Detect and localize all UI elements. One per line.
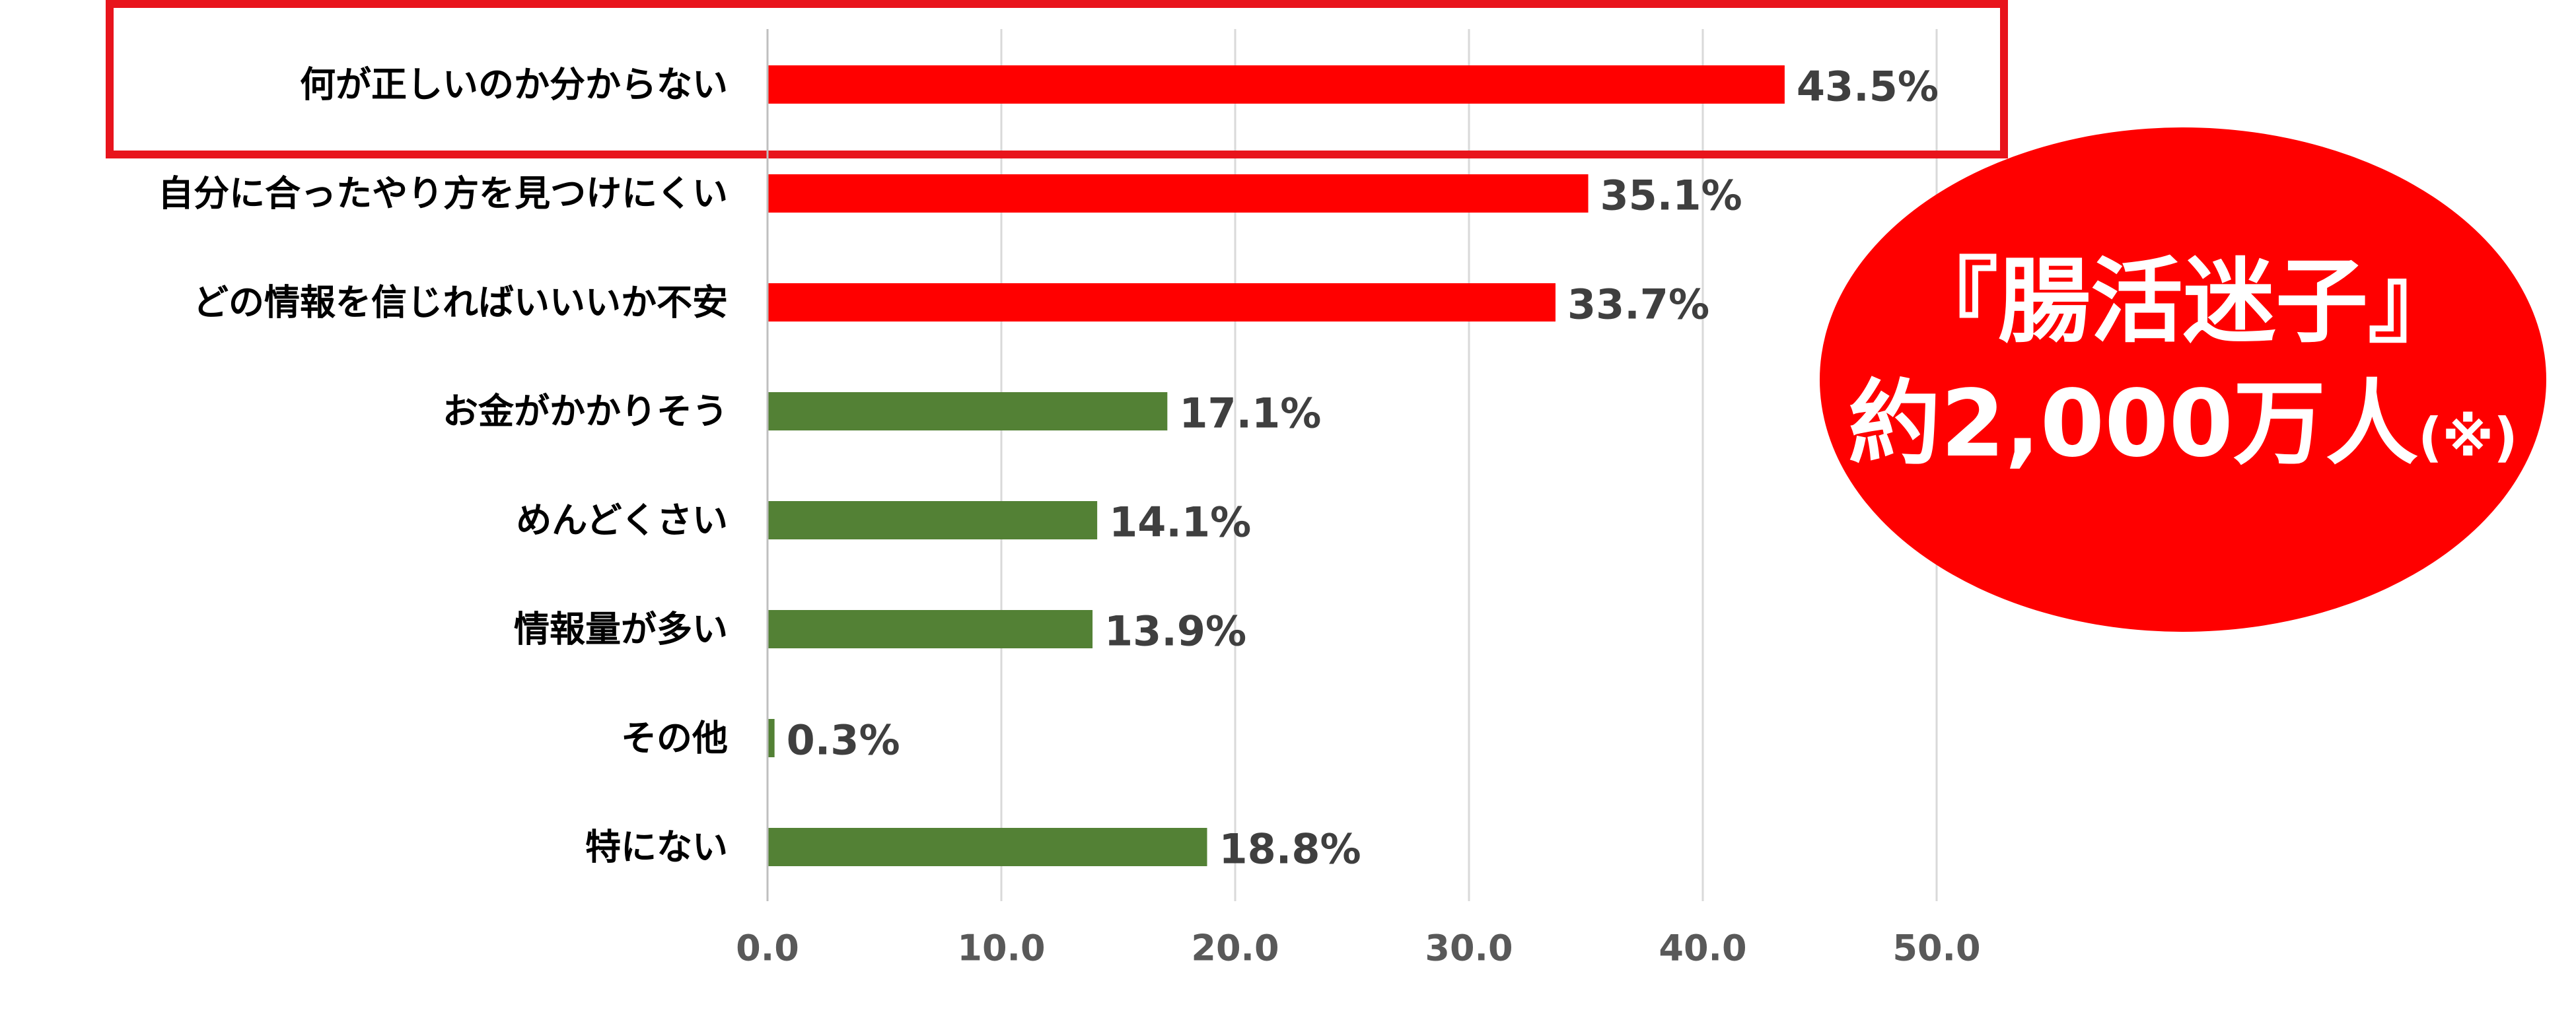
category-label-7: 特にない	[585, 827, 728, 868]
bar-7	[768, 828, 1207, 866]
x-axis-ticks: 0.0 10.0 20.0 30.0 40.0 50.0	[736, 928, 1980, 969]
category-label-2: どの情報を信じればいいいか不安	[193, 282, 728, 323]
chart-bars	[768, 65, 1785, 866]
value-label-0: 43.5%	[1797, 63, 1939, 111]
value-label-4: 14.1%	[1109, 498, 1251, 547]
category-label-4: めんどくさい	[516, 500, 728, 541]
callout-note: (※)	[2418, 407, 2518, 468]
chart-gridlines	[1000, 29, 1938, 901]
bar-4	[768, 501, 1098, 539]
value-label-5: 13.9%	[1104, 607, 1246, 656]
category-labels: 何が正しいのか分からない自分に合ったやり方を見つけにくいどの情報を信じればいいい…	[158, 64, 728, 868]
bar-5	[768, 610, 1093, 648]
callout-line2: 約2,000万人	[1848, 370, 2418, 478]
value-label-7: 18.8%	[1219, 825, 1361, 873]
callout-line1: 『腸活迷子』	[1906, 248, 2460, 356]
bar-6	[768, 719, 775, 757]
highlight-frame	[106, 0, 2008, 158]
value-labels: 43.5% 35.1% 33.7% 17.1% 14.1% 13.9% 0.3% 18.8%	[787, 63, 1939, 873]
value-label-6: 0.3%	[787, 716, 900, 765]
x-tick-label-3: 30.0	[1425, 928, 1513, 969]
value-label-2: 33.7%	[1567, 281, 1709, 329]
value-label-3: 17.1%	[1179, 390, 1321, 438]
category-label-3: お金がかかりそう	[443, 391, 728, 432]
callout-line2-group: 約2,000万人(※)	[1848, 370, 2518, 478]
bar-3	[768, 392, 1168, 430]
category-label-0: 何が正しいのか分からない	[300, 64, 728, 106]
x-tick-label-1: 10.0	[957, 928, 1045, 969]
x-tick-label-0: 0.0	[736, 928, 799, 969]
value-label-1: 35.1%	[1600, 172, 1742, 220]
x-tick-label-4: 40.0	[1659, 928, 1746, 969]
callout-ellipse	[1820, 127, 2546, 632]
x-tick-label-5: 50.0	[1892, 928, 1980, 969]
x-tick-label-2: 20.0	[1191, 928, 1279, 969]
bar-1	[768, 174, 1589, 213]
category-label-1: 自分に合ったやり方を見つけにくい	[158, 173, 728, 215]
category-label-5: 情報量が多い	[514, 609, 728, 650]
bar-2	[768, 283, 1556, 322]
category-label-6: その他	[621, 718, 728, 759]
callout-bubble: 『腸活迷子』 約2,000万人(※)	[1820, 127, 2546, 632]
bar-0	[768, 65, 1785, 104]
